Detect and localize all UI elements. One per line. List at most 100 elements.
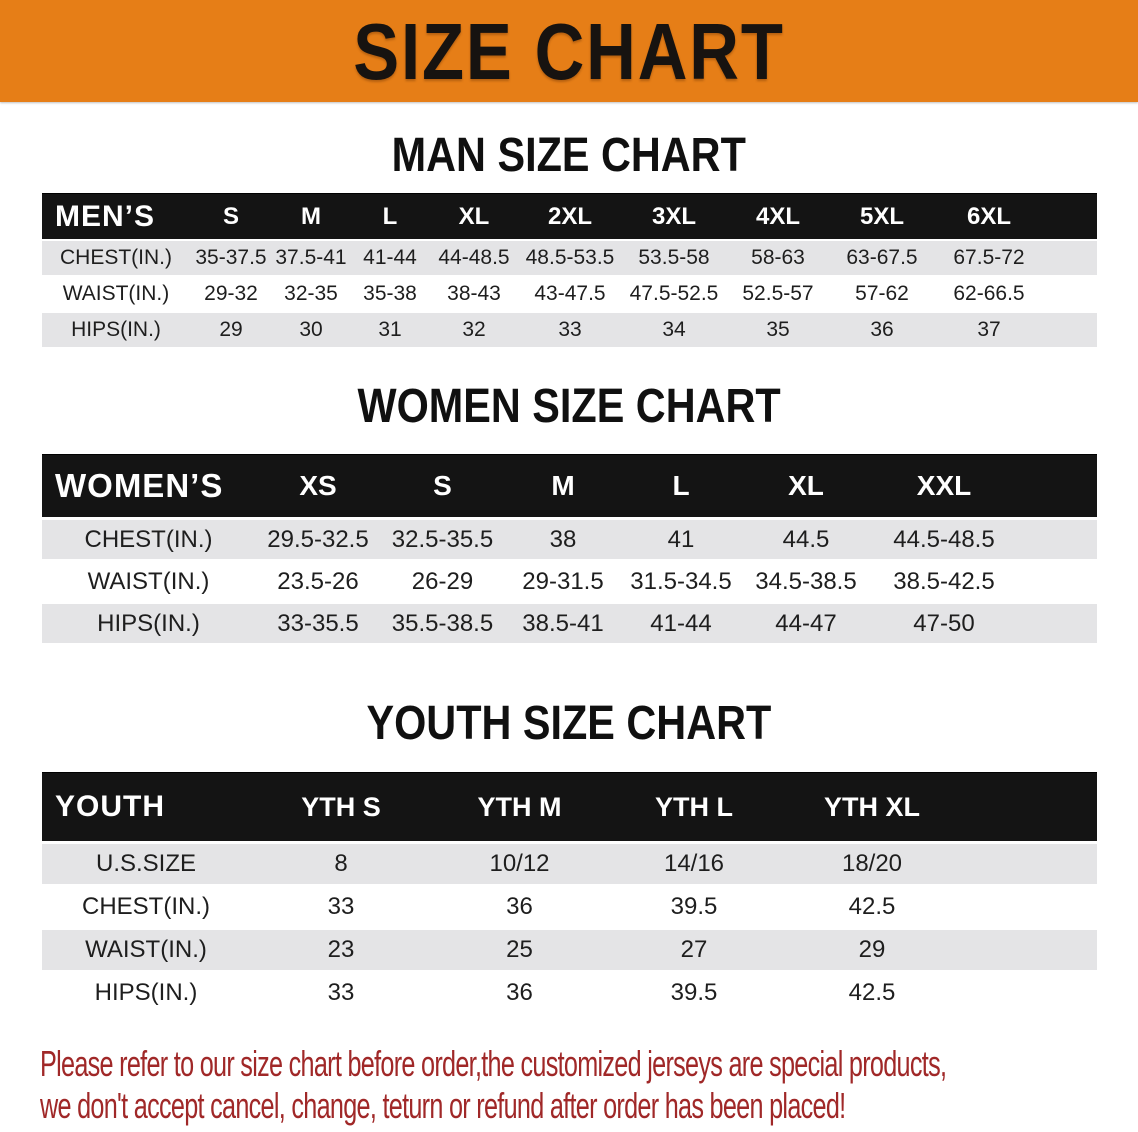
- size-value-cell: 31: [350, 311, 430, 347]
- men-size-table: MEN’S S M L XL 2XL 3XL 4XL 5XL 6XL CHEST(IN.) 35-37…: [42, 193, 1097, 347]
- size-value-cell: 41-44: [622, 601, 740, 643]
- size-value-cell: 29: [781, 927, 963, 970]
- size-value-cell: 52.5-57: [726, 275, 830, 311]
- size-value-cell: 44.5-48.5: [872, 517, 1016, 559]
- size-value-cell: 44.5: [740, 517, 872, 559]
- size-column-header: YTH S: [250, 772, 432, 841]
- disclaimer: Please refer to our size chart before or…: [40, 1043, 947, 1127]
- spacer-cell: [963, 927, 1097, 970]
- size-value-cell: 43-47.5: [518, 275, 622, 311]
- size-column-header: YTH XL: [781, 772, 963, 841]
- table-row: HIPS(IN.) 33 36 39.5 42.5: [42, 970, 1097, 1013]
- spacer-cell: [963, 970, 1097, 1013]
- size-value-cell: 23: [250, 927, 432, 970]
- size-value-cell: 26-29: [381, 559, 504, 601]
- size-value-cell: 29: [190, 311, 272, 347]
- spacer-cell: [963, 884, 1097, 927]
- spacer-cell: [1016, 454, 1097, 517]
- spacer-cell: [963, 841, 1097, 884]
- size-value-cell: 33-35.5: [255, 601, 381, 643]
- size-value-cell: 35-38: [350, 275, 430, 311]
- size-column-header: 4XL: [726, 193, 830, 239]
- table-row: U.S.SIZE 8 10/12 14/16 18/20: [42, 841, 1097, 884]
- measure-row-label: HIPS(IN.): [42, 311, 190, 347]
- size-value-cell: 48.5-53.5: [518, 239, 622, 275]
- size-value-cell: 33: [250, 884, 432, 927]
- size-column-header: 6XL: [934, 193, 1044, 239]
- size-value-cell: 34.5-38.5: [740, 559, 872, 601]
- size-column-header: YTH M: [432, 772, 607, 841]
- size-value-cell: 18/20: [781, 841, 963, 884]
- size-value-cell: 41: [622, 517, 740, 559]
- youth-section-heading: YOUTH SIZE CHART: [0, 694, 1138, 750]
- size-value-cell: 63-67.5: [830, 239, 934, 275]
- table-header-row: WOMEN’S XS S M L XL XXL: [42, 454, 1097, 517]
- size-column-header: XS: [255, 454, 381, 517]
- spacer-cell: [1016, 601, 1097, 643]
- size-value-cell: 47-50: [872, 601, 1016, 643]
- size-value-cell: 37.5-41: [272, 239, 350, 275]
- size-column-header: L: [622, 454, 740, 517]
- spacer-cell: [1016, 559, 1097, 601]
- size-value-cell: 38: [504, 517, 622, 559]
- size-value-cell: 44-47: [740, 601, 872, 643]
- size-column-header: 2XL: [518, 193, 622, 239]
- spacer-cell: [1016, 517, 1097, 559]
- spacer-cell: [1044, 275, 1097, 311]
- table-row: CHEST(IN.) 35-37.5 37.5-41 41-44 44-48.5 48.5…: [42, 239, 1097, 275]
- table-corner-label: MEN’S: [42, 193, 190, 239]
- size-value-cell: 25: [432, 927, 607, 970]
- measure-row-label: WAIST(IN.): [42, 275, 190, 311]
- spacer-cell: [963, 772, 1097, 841]
- measure-row-label: WAIST(IN.): [42, 927, 250, 970]
- size-value-cell: 14/16: [607, 841, 781, 884]
- size-value-cell: 42.5: [781, 884, 963, 927]
- size-value-cell: 23.5-26: [255, 559, 381, 601]
- size-value-cell: 39.5: [607, 884, 781, 927]
- size-value-cell: 39.5: [607, 970, 781, 1013]
- table-row: WAIST(IN.) 23 25 27 29: [42, 927, 1097, 970]
- spacer-cell: [1044, 311, 1097, 347]
- size-value-cell: 32.5-35.5: [381, 517, 504, 559]
- size-column-header: XXL: [872, 454, 1016, 517]
- size-value-cell: 38.5-41: [504, 601, 622, 643]
- size-value-cell: 35.5-38.5: [381, 601, 504, 643]
- spacer-cell: [1044, 193, 1097, 239]
- women-size-section: WOMEN SIZE CHART WOMEN’S XS S M L XL XXL CHEST(…: [0, 377, 1138, 643]
- table-row: HIPS(IN.) 33-35.5 35.5-38.5 38.5-41 41-44 44-…: [42, 601, 1097, 643]
- size-column-header: 5XL: [830, 193, 934, 239]
- size-value-cell: 36: [830, 311, 934, 347]
- size-column-header: M: [504, 454, 622, 517]
- women-section-heading: WOMEN SIZE CHART: [0, 377, 1138, 433]
- table-corner-label: WOMEN’S: [42, 454, 255, 517]
- table-row: WAIST(IN.) 29-32 32-35 35-38 38-43 43-47.5 47.…: [42, 275, 1097, 311]
- table-row: CHEST(IN.) 33 36 39.5 42.5: [42, 884, 1097, 927]
- youth-section-heading-text: YOUTH SIZE CHART: [366, 694, 772, 750]
- size-value-cell: 53.5-58: [622, 239, 726, 275]
- size-value-cell: 36: [432, 970, 607, 1013]
- size-value-cell: 29.5-32.5: [255, 517, 381, 559]
- size-column-header: M: [272, 193, 350, 239]
- size-value-cell: 58-63: [726, 239, 830, 275]
- size-value-cell: 37: [934, 311, 1044, 347]
- women-section-heading-text: WOMEN SIZE CHART: [357, 377, 781, 433]
- size-value-cell: 33: [518, 311, 622, 347]
- size-value-cell: 41-44: [350, 239, 430, 275]
- table-header-row: YOUTH YTH S YTH M YTH L YTH XL: [42, 772, 1097, 841]
- size-value-cell: 38.5-42.5: [872, 559, 1016, 601]
- size-value-cell: 29-31.5: [504, 559, 622, 601]
- size-chart-banner: SIZE CHART: [0, 0, 1138, 102]
- size-value-cell: 34: [622, 311, 726, 347]
- size-value-cell: 57-62: [830, 275, 934, 311]
- size-column-header: YTH L: [607, 772, 781, 841]
- size-value-cell: 42.5: [781, 970, 963, 1013]
- size-value-cell: 44-48.5: [430, 239, 518, 275]
- size-value-cell: 62-66.5: [934, 275, 1044, 311]
- measure-row-label: HIPS(IN.): [42, 970, 250, 1013]
- spacer-cell: [1044, 239, 1097, 275]
- size-value-cell: 32-35: [272, 275, 350, 311]
- size-value-cell: 27: [607, 927, 781, 970]
- disclaimer-line-2: we don't accept cancel, change, teturn o…: [40, 1085, 846, 1126]
- size-value-cell: 30: [272, 311, 350, 347]
- table-corner-label: YOUTH: [42, 772, 250, 841]
